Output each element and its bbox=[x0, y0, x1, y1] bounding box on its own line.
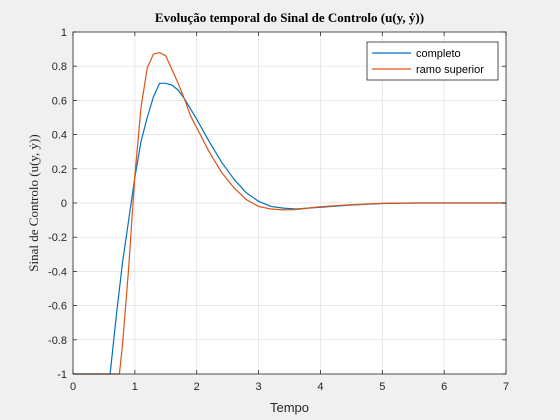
x-tick-label: 2 bbox=[194, 381, 200, 393]
y-tick-label: 1 bbox=[61, 27, 67, 39]
y-tick-label: -0.6 bbox=[48, 301, 67, 313]
y-tick-label: -0.8 bbox=[48, 335, 67, 347]
y-tick-label: -0.4 bbox=[48, 266, 67, 278]
y-tick-label: 0 bbox=[61, 198, 67, 210]
legend-box bbox=[366, 41, 499, 81]
y-tick-label: -1 bbox=[57, 369, 67, 381]
x-tick-label: 5 bbox=[379, 381, 385, 393]
legend-entry-completo: completo bbox=[416, 48, 461, 60]
series-line-ramo-superior bbox=[73, 51, 506, 375]
legend-entry-ramo-superior: ramo superior bbox=[416, 64, 484, 76]
y-tick-label: 0.4 bbox=[52, 130, 67, 142]
x-tick-label: 3 bbox=[256, 381, 262, 393]
series-group bbox=[73, 51, 506, 375]
chart-title: Evolução temporal do Sinal de Controlo (… bbox=[155, 10, 424, 25]
legend: completo ramo superior bbox=[366, 41, 499, 81]
x-tick-label: 7 bbox=[503, 381, 509, 393]
y-axis-label: Sinal de Controlo (u(y, ẏ)) bbox=[26, 134, 41, 271]
y-tick-label: 0.8 bbox=[52, 61, 67, 73]
x-tick-label: 0 bbox=[70, 381, 76, 393]
x-tick-label: 1 bbox=[132, 381, 138, 393]
x-tick-label: 4 bbox=[317, 381, 323, 393]
x-tick-labels: 0 1 2 3 4 5 6 7 bbox=[70, 381, 509, 393]
y-tick-label: -0.2 bbox=[48, 232, 67, 244]
y-tick-label: 0.6 bbox=[52, 95, 67, 107]
y-tick-labels: -1 -0.8 -0.6 -0.4 -0.2 0 0.2 0.4 0.6 0.8 1 bbox=[48, 27, 67, 381]
x-axis-label: Tempo bbox=[270, 400, 309, 415]
ticks bbox=[72, 31, 507, 375]
x-tick-label: 6 bbox=[441, 381, 447, 393]
y-tick-label: 0.2 bbox=[52, 164, 67, 176]
